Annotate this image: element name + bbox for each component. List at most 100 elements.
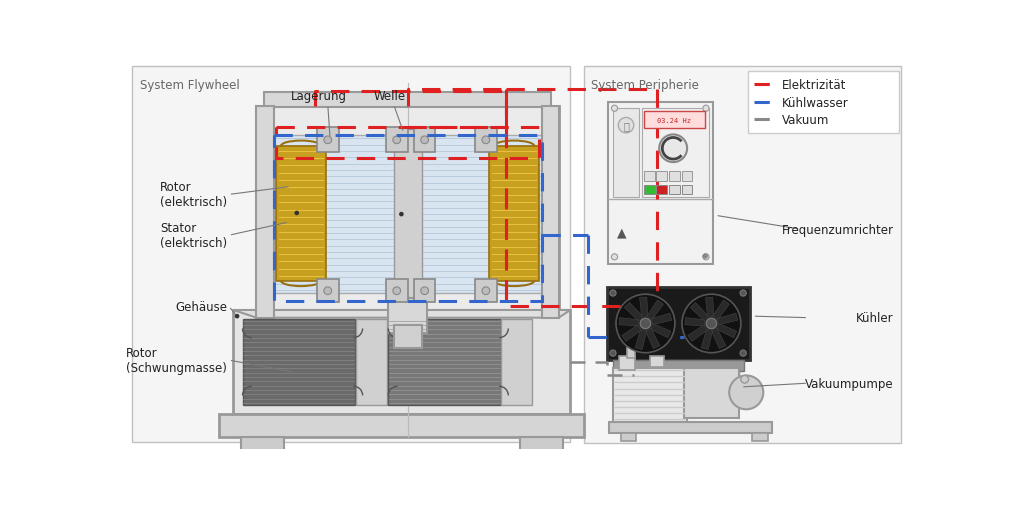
Text: Stator
(elektrisch): Stator (elektrisch)	[160, 222, 227, 250]
Circle shape	[482, 137, 490, 144]
Text: Elektrizität: Elektrizität	[782, 79, 846, 92]
Bar	[242, 320, 355, 405]
Polygon shape	[651, 314, 672, 325]
Circle shape	[703, 254, 707, 259]
Bar	[265, 93, 550, 108]
Bar	[584, 67, 901, 443]
Bar	[747, 72, 899, 134]
Bar	[317, 280, 338, 302]
Bar	[386, 128, 408, 153]
Polygon shape	[619, 318, 639, 326]
Circle shape	[706, 319, 717, 329]
Circle shape	[610, 350, 616, 357]
Bar	[414, 128, 435, 153]
Text: 03.24 Hz: 03.24 Hz	[658, 118, 691, 124]
Text: ▲: ▲	[617, 226, 627, 238]
Bar	[643, 112, 705, 129]
Bar	[650, 357, 665, 367]
Circle shape	[234, 314, 239, 319]
Polygon shape	[650, 324, 671, 338]
Circle shape	[393, 287, 401, 295]
Polygon shape	[701, 329, 713, 350]
Text: Lagerung: Lagerung	[291, 90, 346, 103]
Circle shape	[618, 118, 634, 134]
Bar	[643, 172, 654, 181]
Polygon shape	[639, 297, 648, 318]
Polygon shape	[233, 311, 571, 318]
Text: Frequenzumrichter: Frequenzumrichter	[782, 223, 894, 236]
Circle shape	[740, 376, 748, 383]
Polygon shape	[622, 325, 641, 342]
Bar	[475, 280, 497, 302]
Bar	[682, 172, 693, 181]
Circle shape	[640, 319, 650, 329]
Bar	[394, 326, 421, 349]
Bar	[613, 360, 744, 371]
Circle shape	[616, 294, 675, 353]
Circle shape	[421, 287, 428, 295]
Bar	[356, 320, 387, 405]
Bar	[394, 130, 421, 302]
Bar	[641, 109, 709, 198]
Bar	[276, 146, 326, 281]
Bar	[501, 320, 532, 405]
Bar	[656, 186, 668, 195]
Bar	[257, 107, 274, 318]
Polygon shape	[685, 318, 705, 326]
Bar	[317, 128, 338, 153]
Polygon shape	[635, 329, 646, 350]
Bar	[723, 371, 738, 379]
Circle shape	[611, 254, 617, 261]
Bar	[608, 103, 713, 264]
Bar	[627, 341, 634, 358]
Text: Gehäuse: Gehäuse	[175, 300, 227, 313]
Bar	[541, 107, 559, 318]
Bar	[613, 368, 687, 422]
Polygon shape	[706, 297, 714, 318]
Bar	[276, 128, 539, 159]
Circle shape	[703, 254, 709, 261]
Bar	[607, 287, 750, 360]
Text: ⏻: ⏻	[623, 121, 629, 131]
Text: Vakuumpumpe: Vakuumpumpe	[805, 377, 894, 390]
Circle shape	[295, 211, 299, 216]
Polygon shape	[624, 303, 643, 321]
Bar	[414, 280, 435, 302]
Circle shape	[324, 287, 331, 295]
Text: Welle: Welle	[374, 90, 406, 103]
Bar	[386, 280, 408, 302]
Bar	[233, 311, 571, 414]
Bar	[388, 320, 501, 405]
Polygon shape	[717, 314, 737, 325]
Polygon shape	[688, 325, 708, 342]
Polygon shape	[711, 328, 726, 349]
Bar	[619, 357, 634, 370]
Bar	[241, 437, 284, 454]
Bar	[621, 433, 636, 441]
Circle shape	[393, 137, 401, 144]
Bar	[656, 172, 668, 181]
Circle shape	[729, 376, 764, 410]
Circle shape	[324, 137, 331, 144]
Text: Rotor
(elektrisch): Rotor (elektrisch)	[160, 181, 227, 209]
Circle shape	[740, 350, 746, 357]
Bar	[669, 186, 680, 195]
Polygon shape	[646, 300, 664, 320]
Circle shape	[421, 137, 428, 144]
Bar	[274, 136, 541, 293]
Circle shape	[610, 290, 616, 296]
Bar	[609, 422, 772, 433]
Bar	[643, 186, 654, 195]
Circle shape	[703, 106, 709, 112]
Text: Vakuum: Vakuum	[782, 113, 829, 126]
Bar	[489, 146, 539, 281]
Bar	[219, 414, 584, 437]
Text: Rotor
(Schwungmasse): Rotor (Schwungmasse)	[126, 346, 227, 374]
Bar	[669, 172, 680, 181]
Text: System Flywheel: System Flywheel	[140, 79, 240, 92]
Text: Kühlwasser: Kühlwasser	[782, 96, 848, 110]
Polygon shape	[690, 303, 709, 321]
Bar	[613, 109, 639, 198]
Circle shape	[660, 135, 687, 163]
Bar	[682, 186, 693, 195]
